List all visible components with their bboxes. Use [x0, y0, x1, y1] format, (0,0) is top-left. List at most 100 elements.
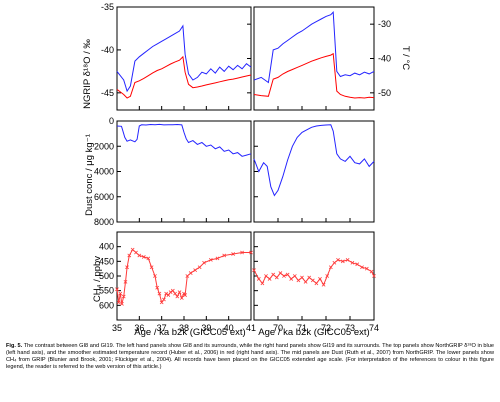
data-point: [307, 275, 312, 280]
figure-caption: Fig. 5. The contrast between GI8 and GI1…: [6, 343, 494, 371]
data-point: [146, 256, 151, 261]
x-tick-label: 70: [273, 323, 283, 333]
data-point: [372, 274, 376, 278]
data-point: [118, 291, 123, 296]
panel-left-top: -35 -40 -45: [101, 2, 252, 111]
y2-tick-label: -40: [378, 54, 391, 64]
y-tick-label: 6000: [94, 192, 114, 202]
y-tick-label: 4000: [94, 167, 114, 177]
d18o-axis-label: NGRIP δ¹⁸O / ‰: [82, 39, 93, 109]
data-point: [141, 255, 146, 259]
data-point: [318, 277, 322, 281]
panel-left-mid: 0 2000 4000 6000 8000: [94, 116, 252, 227]
data-point: [310, 278, 315, 283]
y-tick-label: -40: [101, 45, 114, 55]
panel-frame: [116, 231, 252, 321]
temperature-axis-label: T / °C: [400, 46, 411, 70]
data-point: [177, 290, 182, 295]
data-point: [193, 268, 198, 273]
y-tick-label: 2000: [94, 141, 114, 151]
x-tick-label: 41: [246, 323, 256, 333]
data-point: [364, 266, 369, 271]
data-point: [314, 281, 319, 286]
data-point: [188, 271, 193, 275]
series-line-0: [116, 123, 252, 157]
data-point: [240, 250, 244, 255]
data-point: [121, 294, 126, 299]
data-point: [222, 253, 227, 258]
data-point: [350, 260, 355, 265]
data-point: [296, 278, 301, 283]
series-line-0: [253, 124, 375, 197]
data-point: [289, 277, 294, 281]
series-line-1: [116, 55, 252, 99]
data-point: [162, 297, 166, 302]
data-point: [137, 253, 142, 258]
x-tick-label: 38: [179, 323, 189, 333]
data-point: [197, 265, 202, 270]
data-point: [153, 274, 157, 278]
panel-right-top: -30 -40 -50: [253, 6, 391, 111]
data-point: [300, 275, 304, 280]
y2-tick-label: -30: [378, 19, 391, 29]
data-point: [355, 262, 360, 267]
dust-axis-label: Dust conc / μg kg⁻¹: [84, 134, 95, 216]
data-point: [321, 282, 326, 287]
data-point: [208, 257, 213, 262]
x-tick-label: 39: [201, 323, 211, 333]
series-line-0: [253, 11, 375, 84]
data-point: [231, 252, 236, 256]
data-point: [125, 265, 129, 270]
panel-right-mid: [253, 120, 375, 223]
figure-canvas: -35 -40 -45 -30 -40 -50 0 2000 4000 6000 8000 400 45…: [82, 2, 411, 338]
data-point: [134, 250, 138, 255]
data-point: [336, 257, 340, 262]
data-point: [332, 260, 337, 265]
data-point: [185, 274, 190, 278]
y-tick-label: -35: [101, 2, 114, 12]
y-tick-label: 600: [99, 300, 114, 310]
data-point: [159, 300, 164, 305]
data-point: [278, 271, 283, 275]
data-point: [340, 259, 345, 264]
data-point: [168, 290, 173, 295]
y-tick-label: -45: [101, 88, 114, 98]
panel-right-bottom: 70 71 72 73 74: [252, 231, 379, 333]
data-point: [360, 265, 364, 270]
x-tick-label: 71: [297, 323, 307, 333]
data-point: [166, 293, 171, 297]
data-point: [267, 277, 272, 281]
data-point: [173, 291, 177, 296]
data-point: [157, 291, 162, 296]
y-tick-label: 8000: [94, 217, 114, 227]
caption-text: The contrast between GI8 and GI19. The l…: [6, 343, 495, 371]
data-point: [170, 288, 175, 293]
data-point: [252, 268, 256, 273]
y-tick-label: 500: [99, 271, 114, 281]
data-point: [264, 274, 268, 278]
data-point: [328, 265, 333, 270]
data-point: [369, 269, 374, 274]
data-point: [155, 285, 160, 290]
x-tick-label: 36: [134, 323, 144, 333]
x-axis-label-left: Age / ka b2k (GICC05 ext): [134, 327, 245, 338]
panel-frame: [116, 120, 252, 223]
series-line-0: [116, 24, 252, 93]
data-point: [215, 256, 220, 261]
y-tick-label: 550: [99, 286, 114, 296]
data-point: [202, 260, 206, 265]
data-point: [120, 301, 124, 306]
data-point: [123, 279, 128, 284]
x-tick-label: 35: [112, 323, 122, 333]
y-tick-label: 0: [109, 116, 114, 126]
data-point: [149, 265, 154, 270]
x-tick-label: 37: [157, 323, 167, 333]
data-point: [249, 250, 253, 255]
data-point: [260, 281, 265, 286]
data-point: [179, 296, 184, 300]
y2-tick-label: -50: [378, 88, 391, 98]
data-point: [116, 300, 121, 305]
data-point: [183, 293, 187, 297]
data-point: [130, 247, 135, 252]
x-tick-label: 40: [224, 323, 234, 333]
